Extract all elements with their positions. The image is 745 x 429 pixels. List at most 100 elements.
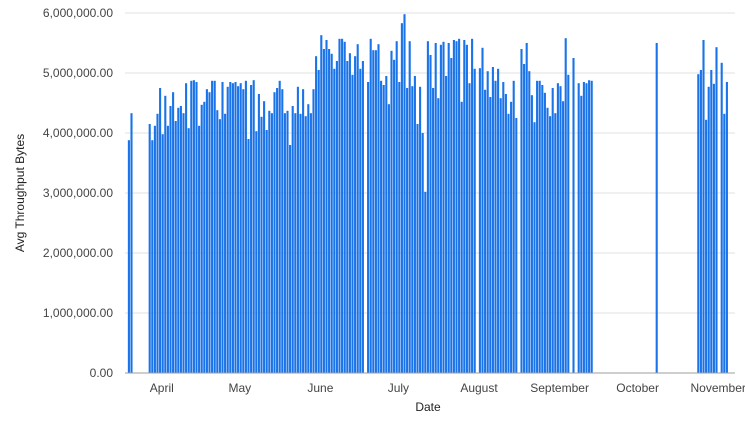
bar	[255, 131, 258, 373]
bar	[156, 113, 159, 374]
bar	[315, 56, 318, 373]
bar	[338, 38, 341, 374]
bar	[278, 80, 281, 374]
bar	[702, 40, 705, 373]
bar	[655, 43, 658, 373]
bar	[538, 80, 541, 374]
bar	[551, 88, 554, 373]
bars	[127, 14, 728, 374]
y-axis-title: Avg Throughput Bytes	[13, 134, 27, 252]
bar	[291, 106, 294, 373]
x-tick-label: May	[228, 381, 251, 395]
bar	[385, 76, 388, 373]
bar	[458, 38, 461, 374]
bar	[130, 113, 133, 373]
x-tick-label: June	[307, 381, 333, 395]
bar	[304, 116, 307, 373]
bar	[161, 134, 164, 373]
bar	[468, 83, 471, 373]
bar	[710, 70, 713, 373]
bar	[328, 49, 331, 373]
bar	[341, 38, 344, 374]
bar	[224, 113, 227, 374]
x-tick-label: September	[530, 381, 589, 395]
bar	[205, 89, 208, 373]
bar	[208, 92, 211, 373]
bar	[265, 130, 268, 373]
bar	[439, 44, 442, 374]
bar	[486, 71, 489, 373]
bar	[153, 125, 156, 373]
bar	[697, 74, 700, 373]
bar	[481, 47, 484, 374]
bar	[588, 80, 591, 373]
bar	[390, 50, 393, 374]
bar	[471, 38, 474, 374]
x-tick-label: August	[460, 381, 498, 395]
bar	[325, 40, 328, 373]
bar	[720, 62, 723, 374]
bar	[294, 113, 297, 373]
bar	[260, 116, 263, 374]
bar	[491, 67, 494, 373]
bar	[309, 113, 312, 373]
bar	[263, 101, 266, 373]
bar	[187, 128, 190, 373]
y-tick-label: 2,000,000.00	[43, 246, 113, 260]
bar	[239, 83, 242, 373]
bar	[234, 82, 237, 373]
bar	[289, 145, 292, 373]
bar	[463, 40, 466, 373]
bar	[213, 80, 216, 374]
x-tick-label: July	[388, 381, 409, 395]
bar	[559, 86, 562, 373]
bar	[546, 107, 549, 374]
x-axis-ticks: April May June July August September October No…	[150, 381, 745, 395]
bar	[198, 125, 201, 373]
bar	[502, 82, 505, 373]
bar	[437, 98, 440, 373]
bar	[380, 80, 383, 374]
bar	[699, 70, 702, 373]
bar	[489, 97, 492, 373]
bar	[465, 44, 468, 374]
bar	[299, 113, 302, 374]
bar	[452, 40, 455, 373]
bar	[715, 47, 718, 373]
bar	[367, 82, 370, 373]
bar	[182, 113, 185, 373]
bar	[455, 41, 458, 373]
bar	[723, 113, 726, 374]
bar	[577, 83, 580, 373]
bar	[712, 83, 715, 374]
bar	[432, 88, 435, 373]
bar	[169, 106, 172, 373]
bar	[406, 88, 409, 373]
y-tick-label: 4,000,000.00	[43, 126, 113, 140]
bar	[445, 76, 448, 373]
bar	[252, 80, 255, 373]
bar	[211, 80, 214, 374]
x-tick-label: October	[616, 381, 659, 395]
bar	[218, 119, 221, 373]
bar	[413, 76, 416, 373]
bar	[447, 43, 450, 373]
bar	[515, 118, 518, 373]
bar	[562, 101, 565, 373]
bar	[478, 68, 481, 373]
bar	[382, 85, 385, 373]
bar	[361, 61, 364, 373]
bar	[416, 124, 419, 373]
bar	[356, 44, 359, 373]
bar	[567, 74, 570, 374]
x-tick-label: April	[150, 381, 174, 395]
y-tick-label: 0.00	[90, 366, 114, 380]
bar	[434, 43, 437, 373]
bar	[554, 113, 557, 373]
bar	[426, 41, 429, 373]
bar	[387, 104, 390, 373]
bar	[585, 83, 588, 373]
bar	[179, 106, 182, 373]
bar	[151, 140, 154, 373]
